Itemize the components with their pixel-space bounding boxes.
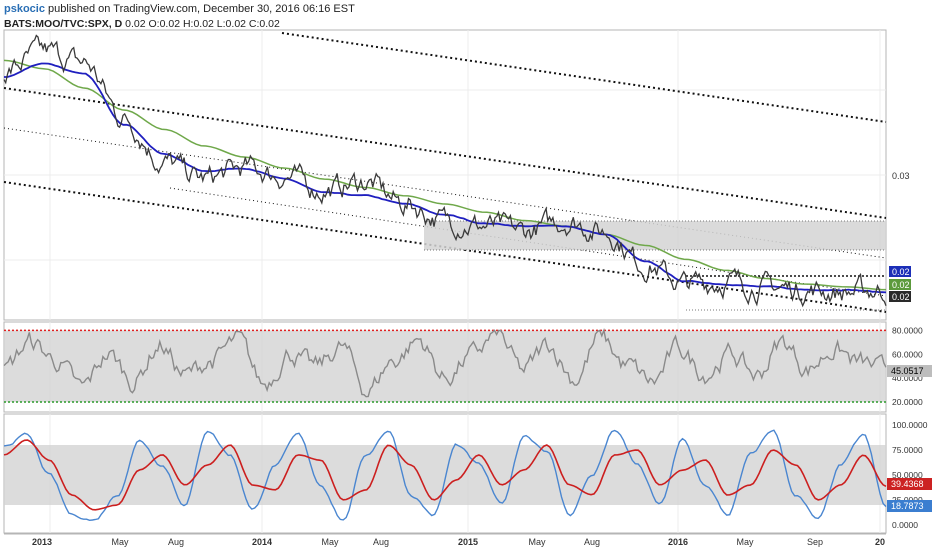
fast-ma-value-label-box (889, 266, 911, 277)
publish-info: published on TradingView.com, December 3… (48, 3, 355, 15)
time-axis-tick: Aug (373, 537, 389, 547)
fast-moving-average-line (4, 62, 887, 294)
price-line (3, 34, 887, 308)
stochastic-k-value-box (887, 500, 932, 512)
rsi-axis-tick: 80.0000 (892, 325, 923, 335)
stochastic-d-value-box (887, 478, 932, 490)
time-axis-tick: 2013 (32, 537, 52, 547)
rsi-value-box (887, 365, 932, 377)
time-axis-tick: May (111, 537, 129, 547)
stochastic-axis-tick: 75.0000 (892, 445, 923, 455)
time-axis-tick: May (321, 537, 339, 547)
time-axis-tick: 2015 (458, 537, 478, 547)
rsi-axis-tick: 20.0000 (892, 397, 923, 407)
author-link[interactable]: pskocic (4, 3, 45, 15)
symbol-label[interactable]: BATS:MOO/TVC:SPX, D (4, 18, 123, 30)
stochastic-k-line (3, 429, 887, 522)
channel-upper-line (281, 32, 887, 123)
time-axis-tick: Sep (807, 537, 823, 547)
stochastic-band (4, 445, 886, 505)
stochastic-d-value-label: 39.4368 (891, 479, 924, 489)
stochastic-axis-tick: 50.0000 (892, 470, 923, 480)
rsi-axis-tick: 40.0000 (892, 373, 923, 383)
stochastic-k-value-label: 18.7873 (891, 501, 924, 511)
channel-inner-line (3, 127, 887, 259)
time-axis-tick: 20 (875, 537, 885, 547)
resistance-zone (424, 221, 886, 250)
time-axis-tick: May (528, 537, 546, 547)
price-value-label-box (889, 291, 911, 302)
stochastic-d-line (3, 439, 887, 511)
time-axis-tick: May (736, 537, 754, 547)
time-axis-tick: 2016 (668, 537, 688, 547)
rsi-axis-tick: 60.0000 (892, 349, 923, 359)
rsi-band (4, 330, 886, 403)
stochastic-axis-tick: 0.0000 (892, 520, 918, 530)
price-axis-tick: 0.03 (892, 171, 910, 181)
fast-ma-value-label: 0.02 (892, 267, 910, 277)
time-axis-tick: Aug (584, 537, 600, 547)
slow-ma-value-label: 0.02 (892, 280, 910, 290)
channel-mid-line (3, 87, 887, 219)
slow-ma-value-label-box (889, 279, 911, 290)
ohlc-readout: 0.02 O:0.02 H:0.02 L:0.02 C:0.02 (125, 18, 280, 30)
price-value-label: 0.02 (892, 292, 910, 302)
rsi-line (3, 327, 887, 398)
rsi-value-label: 45.0517 (891, 366, 924, 376)
channel-inner-line-2 (169, 187, 887, 297)
time-axis-tick: Aug (168, 537, 184, 547)
publish-line: pskocic published on TradingView.com, De… (4, 3, 355, 15)
stochastic-axis-tick: 100.0000 (892, 420, 928, 430)
symbol-line: BATS:MOO/TVC:SPX, D 0.02 O:0.02 H:0.02 L… (4, 18, 280, 30)
time-axis-tick: 2014 (252, 537, 272, 547)
